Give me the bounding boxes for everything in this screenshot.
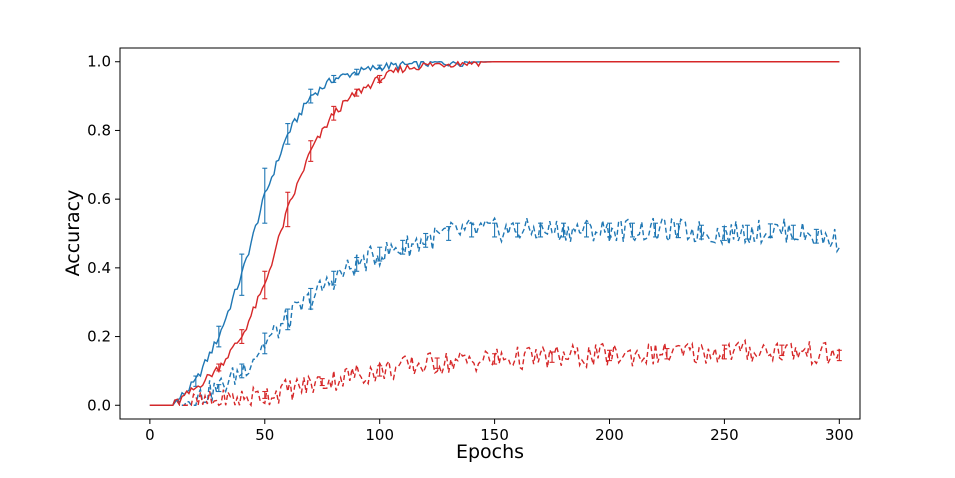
error-bar xyxy=(216,384,222,393)
error-bar xyxy=(607,349,613,362)
y-tick-label: 0.8 xyxy=(87,121,111,139)
error-bar xyxy=(790,224,796,240)
error-bar xyxy=(308,140,314,162)
error-bar xyxy=(492,353,498,365)
error-bar xyxy=(319,378,325,387)
error-bar xyxy=(492,222,498,238)
error-bar xyxy=(423,232,429,248)
error-bar xyxy=(377,74,383,83)
error-bar xyxy=(354,256,360,272)
error-bar xyxy=(216,363,222,372)
y-tick-label: 0.6 xyxy=(87,190,111,208)
y-tick-label: 1.0 xyxy=(87,53,111,71)
x-tick-label: 150 xyxy=(480,426,509,444)
error-bar xyxy=(607,222,613,238)
error-bar xyxy=(331,105,337,121)
error-bar xyxy=(721,344,727,360)
error-bar xyxy=(331,270,337,286)
error-bar xyxy=(400,239,406,255)
error-bar xyxy=(664,348,670,360)
x-tick-label: 100 xyxy=(365,426,394,444)
error-bar xyxy=(767,223,773,239)
error-bar xyxy=(354,88,360,97)
error-bar xyxy=(721,226,727,241)
error-bar xyxy=(515,222,521,238)
y-axis-ticks: 0.0 0.2 0.4 0.6 0.8 1.0 xyxy=(87,53,120,414)
error-bar xyxy=(675,223,681,239)
x-tick-label: 0 xyxy=(145,426,155,444)
error-bar xyxy=(377,365,383,377)
error-bar xyxy=(629,222,635,238)
error-bar xyxy=(698,224,704,240)
error-bar xyxy=(354,68,360,76)
error-bar xyxy=(239,363,245,379)
error-bar xyxy=(836,349,842,362)
y-tick-label: 0.2 xyxy=(87,328,111,346)
error-bar xyxy=(744,224,750,240)
error-bar xyxy=(308,88,314,104)
error-bar xyxy=(262,332,268,355)
x-tick-label: 200 xyxy=(595,426,624,444)
x-axis-label: Epochs xyxy=(456,441,524,463)
error-bar xyxy=(538,222,544,238)
error-bar xyxy=(584,222,590,238)
error-bar xyxy=(285,123,291,145)
error-bar xyxy=(331,74,337,83)
error-bar xyxy=(434,357,440,369)
error-bar xyxy=(377,64,383,70)
x-tick-label: 300 xyxy=(825,426,854,444)
error-bar xyxy=(262,167,268,224)
error-bar xyxy=(285,308,291,331)
y-tick-label: 0.4 xyxy=(87,259,111,277)
error-bar xyxy=(446,226,452,241)
x-axis-ticks: 0 50 100 150 200 250 300 xyxy=(145,419,854,444)
y-tick-label: 0.0 xyxy=(87,396,111,414)
error-bar xyxy=(239,329,245,344)
error-bar xyxy=(779,344,785,356)
series-2 xyxy=(149,216,840,406)
plot-frame xyxy=(119,47,861,420)
error-bar xyxy=(216,325,222,348)
error-bar xyxy=(469,222,475,238)
x-tick-label: 250 xyxy=(710,426,739,444)
error-bar xyxy=(239,253,245,296)
error-bar xyxy=(377,246,383,262)
series-1 xyxy=(149,60,840,406)
error-bar xyxy=(549,351,555,363)
error-bar xyxy=(285,191,291,228)
error-bar xyxy=(262,390,268,399)
series-3 xyxy=(149,338,842,408)
error-bar xyxy=(308,287,314,310)
error-bar xyxy=(652,222,658,238)
error-bar xyxy=(561,222,567,238)
x-tick-label: 50 xyxy=(255,426,274,444)
y-axis-label: Accuracy xyxy=(62,190,84,277)
series-layer xyxy=(149,60,842,408)
error-bar xyxy=(262,270,268,300)
error-bar xyxy=(813,228,819,244)
